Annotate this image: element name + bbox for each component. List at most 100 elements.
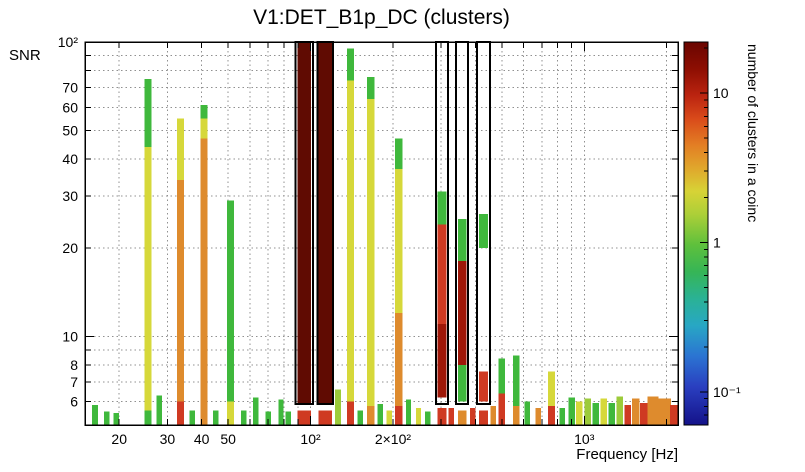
bar-segment xyxy=(240,410,247,425)
bar-segment xyxy=(437,408,447,425)
bar-segment xyxy=(498,358,506,394)
bar-segment xyxy=(297,410,312,425)
bar-segment xyxy=(318,410,333,425)
x-tick-label: 50 xyxy=(220,431,236,447)
bar-segment xyxy=(415,408,422,425)
colorbar-tick-label: 1 xyxy=(713,235,721,251)
bar-segment xyxy=(189,410,196,425)
bar-segment xyxy=(584,398,592,425)
bar-segment xyxy=(448,408,454,425)
x-tick-label: 30 xyxy=(160,431,176,447)
bar-segment xyxy=(156,395,162,425)
bar-segment xyxy=(657,398,672,425)
bar-segment xyxy=(395,169,403,314)
bar-segment xyxy=(200,105,208,119)
bar-segment xyxy=(334,389,342,425)
bar-segment xyxy=(576,401,583,425)
bar-segment xyxy=(265,411,271,425)
y-tick-label: 10² xyxy=(58,34,79,50)
bar-segment xyxy=(424,411,431,425)
plot-title: V1:DET_B1p_DC (clusters) xyxy=(253,6,510,29)
bar-segment xyxy=(346,401,355,425)
y-tick-label: 10 xyxy=(62,328,78,344)
y-tick-label: 20 xyxy=(62,240,78,256)
bar-segment xyxy=(608,402,616,425)
bar-segment xyxy=(457,261,467,365)
colorbar-title: number of clusters in a coinc xyxy=(745,44,761,223)
bar-segment xyxy=(600,398,608,425)
bar-segment xyxy=(226,200,235,402)
bars-layer xyxy=(91,42,679,425)
bar-segment xyxy=(670,404,679,425)
bar-segment xyxy=(631,398,640,425)
bar-segment xyxy=(200,118,208,139)
bar-segment xyxy=(498,393,506,425)
bar-segment xyxy=(103,411,110,425)
bar-segment xyxy=(200,138,208,425)
y-tick-label: 30 xyxy=(62,188,78,204)
bar-segment xyxy=(176,118,185,180)
x-tick-label: 2×10² xyxy=(375,431,412,447)
bar-segment xyxy=(113,412,119,425)
x-axis-title: Frequency [Hz] xyxy=(576,446,678,463)
bar-segment xyxy=(457,364,467,402)
bar-segment xyxy=(470,408,476,425)
bar-segment xyxy=(490,406,496,425)
y-axis-title: SNR xyxy=(9,47,41,64)
x-tick-label: 40 xyxy=(194,431,210,447)
bar-segment xyxy=(297,42,312,404)
bar-segment xyxy=(226,401,235,425)
bar-segment xyxy=(395,138,403,170)
bar-segment xyxy=(285,411,292,425)
bar-segment xyxy=(377,403,384,425)
bar-segment xyxy=(616,396,624,425)
bar-segment xyxy=(524,401,531,425)
y-tick-label: 6 xyxy=(70,394,78,410)
bar-segment xyxy=(91,404,98,425)
y-tick-label: 40 xyxy=(62,151,78,167)
bar-segment xyxy=(405,399,412,425)
bar-segment xyxy=(346,48,355,81)
bar-segment xyxy=(278,399,284,425)
grid-layer xyxy=(85,41,678,425)
bar-segment xyxy=(592,402,599,425)
bar-segment xyxy=(176,179,185,402)
colorbar-tick-label: 10⁻¹ xyxy=(713,384,741,400)
bar-segment xyxy=(395,313,403,407)
bar-segment xyxy=(367,77,375,100)
colorbar: 10 1 10⁻¹ xyxy=(683,41,741,426)
y-tick-label: 70 xyxy=(62,80,78,96)
bar-segment xyxy=(568,397,576,425)
bar-segment xyxy=(318,42,333,404)
bar-segment xyxy=(479,410,488,425)
colorbar-tick-label: 10 xyxy=(713,85,729,101)
bar-segment xyxy=(144,410,152,425)
bar-segment xyxy=(479,214,488,248)
bar-segment xyxy=(479,371,488,402)
y-tick-label: 60 xyxy=(62,99,78,115)
bar-segment xyxy=(176,401,185,425)
bar-segment xyxy=(395,406,403,425)
bar-segment xyxy=(357,410,364,425)
bar-segment xyxy=(548,406,556,425)
bar-segment xyxy=(437,191,447,225)
bar-segment xyxy=(639,402,648,425)
bar-segment xyxy=(367,406,375,425)
bar-segment xyxy=(535,408,542,425)
x-tick-label: 10³ xyxy=(574,431,595,447)
x-tick-label: 20 xyxy=(111,431,127,447)
bar-segment xyxy=(386,410,393,425)
y-tick-label: 8 xyxy=(70,357,78,373)
tick-labels-layer: 20 30 40 50 10² 2×10² 10³ 10² 70 60 50 40 30 20 10 87 6 xyxy=(58,34,595,447)
y-tick-label: 50 xyxy=(62,123,78,139)
bar-segment xyxy=(457,410,467,425)
bar-segment xyxy=(624,404,631,425)
bar-segment xyxy=(437,324,447,398)
bar-segment xyxy=(647,396,659,425)
bar-segment xyxy=(252,397,259,425)
y-tick-label: 7 xyxy=(70,374,78,390)
bar-segment xyxy=(367,99,375,407)
colorbar-gradient xyxy=(683,41,709,426)
